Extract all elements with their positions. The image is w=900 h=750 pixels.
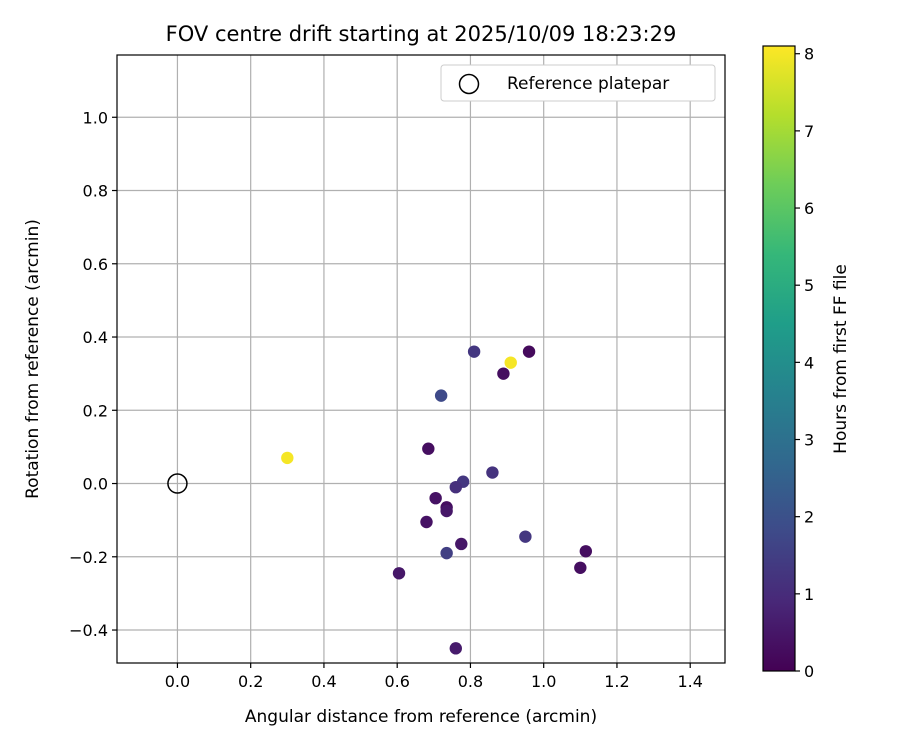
x-tick-label: 0.8: [458, 672, 483, 691]
data-point: [519, 530, 532, 543]
data-points: [281, 345, 593, 655]
y-tick-label: 0.8: [83, 182, 108, 201]
data-point: [422, 442, 435, 455]
colorbar-tick-label: 2: [804, 508, 814, 527]
data-point: [449, 480, 462, 494]
plot-background: [117, 55, 725, 663]
data-point: [429, 491, 442, 505]
legend-marker-reference: [458, 73, 480, 95]
data-point: [574, 561, 587, 574]
x-tick-label: 0.4: [311, 672, 336, 691]
colorbar-ticks: 0 1 2 3 4 5 6 7 8: [795, 45, 814, 681]
legend: Reference platepar: [440, 64, 716, 102]
x-tick-label: 0.2: [238, 672, 263, 691]
data-point: [420, 515, 433, 529]
colorbar-tick-label: 4: [804, 353, 814, 372]
y-axis-ticks: −0.4 −0.2 0.0 0.2 0.4 0.6 0.8 1.0: [69, 108, 117, 640]
colorbar-tick-label: 5: [804, 276, 814, 295]
colorbar-gradient: [763, 46, 795, 671]
x-tick-label: 0.6: [384, 672, 409, 691]
data-point: [440, 504, 453, 518]
data-point: [522, 345, 536, 358]
y-tick-label: 0.2: [83, 401, 108, 420]
plot-area: 0.0 0.2 0.4 0.6 0.8 1.0 1.2 1.4 −0.4−0.20.00.20…: [69, 54, 726, 691]
x-tick-label: 0.0: [165, 672, 190, 691]
colorbar: 0 1 2 3 4 5 6 7 8 Hours from first FF file: [762, 45, 851, 681]
y-tick-label: 0.6: [83, 255, 108, 274]
colorbar-tick-label: 1: [804, 585, 814, 604]
x-tick-label: 1.2: [604, 672, 629, 691]
y-tick-label: 0.4: [83, 328, 108, 347]
data-point: [486, 466, 499, 479]
reference-layer: [167, 473, 188, 494]
y-axis-label: Rotation from reference (arcmin): [23, 219, 43, 499]
y-tick-label: −0.4: [69, 621, 108, 640]
y-tick-label: 1.0: [83, 108, 108, 127]
colorbar-tick-label: 6: [804, 199, 814, 218]
colorbar-label: Hours from first FF file: [831, 264, 851, 454]
data-point: [434, 389, 448, 402]
colorbar-tick-label: 7: [804, 122, 814, 141]
data-point: [281, 451, 294, 465]
data-point: [392, 567, 406, 580]
colorbar-tick-label: 0: [804, 662, 814, 681]
data-point: [504, 356, 517, 369]
grid-lines: [117, 55, 725, 663]
x-axis-ticks: 0.0 0.2 0.4 0.6 0.8 1.0 1.2 1.4: [165, 663, 703, 691]
data-point: [579, 545, 593, 558]
data-point: [467, 345, 481, 358]
data-point: [440, 546, 453, 560]
legend-box: [440, 64, 716, 102]
x-tick-label: 1.0: [531, 672, 556, 691]
y-tick-label: 0.0: [83, 475, 108, 494]
legend-label-reference: Reference platepar: [507, 74, 669, 94]
reference-platepar-marker: [167, 473, 188, 494]
data-point: [455, 537, 468, 551]
data-point: [449, 642, 462, 655]
colorbar-tick-label: 8: [804, 45, 814, 64]
colorbar-tick-label: 3: [804, 431, 814, 450]
x-axis-label: Angular distance from reference (arcmin): [245, 707, 597, 727]
data-point: [497, 367, 510, 380]
chart-title: FOV centre drift starting at 2025/10/09 …: [166, 22, 677, 46]
plot-frame: [116, 54, 726, 664]
colorbar-frame: [762, 45, 796, 672]
y-tick-label: −0.2: [69, 548, 108, 567]
x-tick-label: 1.4: [677, 672, 702, 691]
